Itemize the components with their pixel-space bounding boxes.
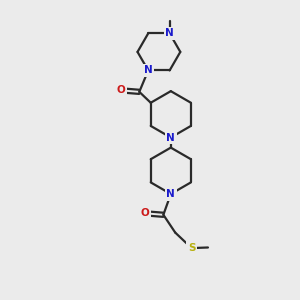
Text: S: S (188, 243, 195, 253)
Text: N: N (144, 65, 153, 75)
Text: N: N (165, 28, 174, 38)
Text: O: O (141, 208, 149, 218)
Text: O: O (116, 85, 125, 95)
Text: N: N (167, 189, 175, 199)
Text: N: N (167, 133, 175, 142)
